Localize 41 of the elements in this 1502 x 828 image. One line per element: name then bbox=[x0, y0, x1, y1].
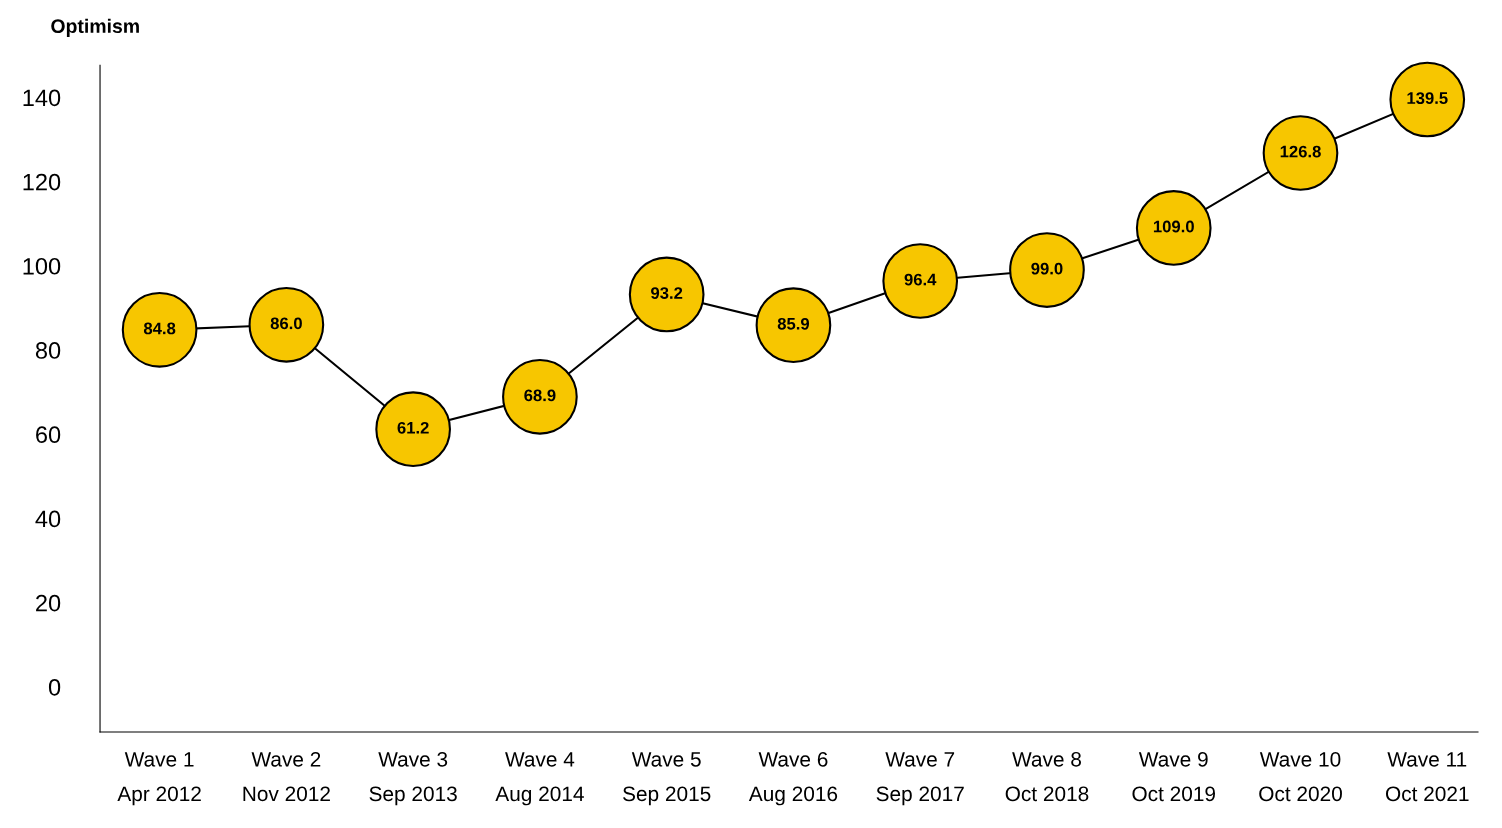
y-tick-label: 0 bbox=[48, 678, 61, 696]
data-label: 126.8 bbox=[1280, 145, 1321, 158]
y-tick-label: 120 bbox=[23, 173, 61, 191]
x-tick-label: Wave 11 Oct 2021 bbox=[1385, 752, 1469, 802]
y-tick-label: 80 bbox=[35, 342, 61, 359]
data-label: 93.2 bbox=[651, 287, 683, 299]
point bbox=[755, 287, 832, 364]
point bbox=[628, 256, 705, 333]
x-tick-label: Wave 1 Apr 2012 bbox=[117, 752, 201, 806]
data-label: 85.9 bbox=[777, 317, 810, 330]
data-label: 61.2 bbox=[397, 421, 429, 434]
x-tick-label: Wave 5 Sep 2015 bbox=[623, 752, 711, 806]
point bbox=[248, 286, 325, 363]
x-tick-label: Wave 10 Oct 2020 bbox=[1259, 751, 1342, 802]
data-label: 96.4 bbox=[904, 273, 937, 286]
point bbox=[882, 243, 959, 319]
point bbox=[121, 291, 198, 368]
point bbox=[502, 358, 578, 435]
x-tick-label: Wave 3 Sep 2013 bbox=[369, 751, 457, 806]
y-tick-label: 60 bbox=[36, 426, 61, 444]
point bbox=[1262, 115, 1339, 191]
data-label: 84.8 bbox=[143, 322, 176, 335]
x-tick-label: Wave 9 Oct 2019 bbox=[1132, 751, 1216, 802]
x-tick-label: Wave 7 Sep 2017 bbox=[876, 752, 964, 806]
x-tick-label: Wave 8 Oct 2018 bbox=[1005, 751, 1089, 802]
data-label: 86.0 bbox=[270, 317, 302, 330]
x-tick-label: Wave 2 Nov 2012 bbox=[243, 751, 330, 802]
data-label: 139.5 bbox=[1407, 92, 1448, 105]
y-tick-label: 40 bbox=[35, 510, 61, 528]
data-label: 109.0 bbox=[1153, 220, 1194, 233]
data-label: 99.0 bbox=[1031, 262, 1063, 275]
point bbox=[375, 391, 451, 468]
x-tick-label: Wave 4 Aug 2014 bbox=[495, 752, 584, 806]
y-axis-title: Optimism bbox=[51, 18, 139, 37]
x-tick-label: Wave 6 Aug 2016 bbox=[748, 751, 838, 806]
y-tick-label: 100 bbox=[23, 257, 61, 275]
point bbox=[1009, 232, 1085, 308]
point bbox=[1135, 190, 1212, 266]
y-tick-label: 140 bbox=[23, 89, 61, 107]
data-label: 68.9 bbox=[524, 389, 556, 402]
y-tick-label: 20 bbox=[36, 594, 61, 612]
